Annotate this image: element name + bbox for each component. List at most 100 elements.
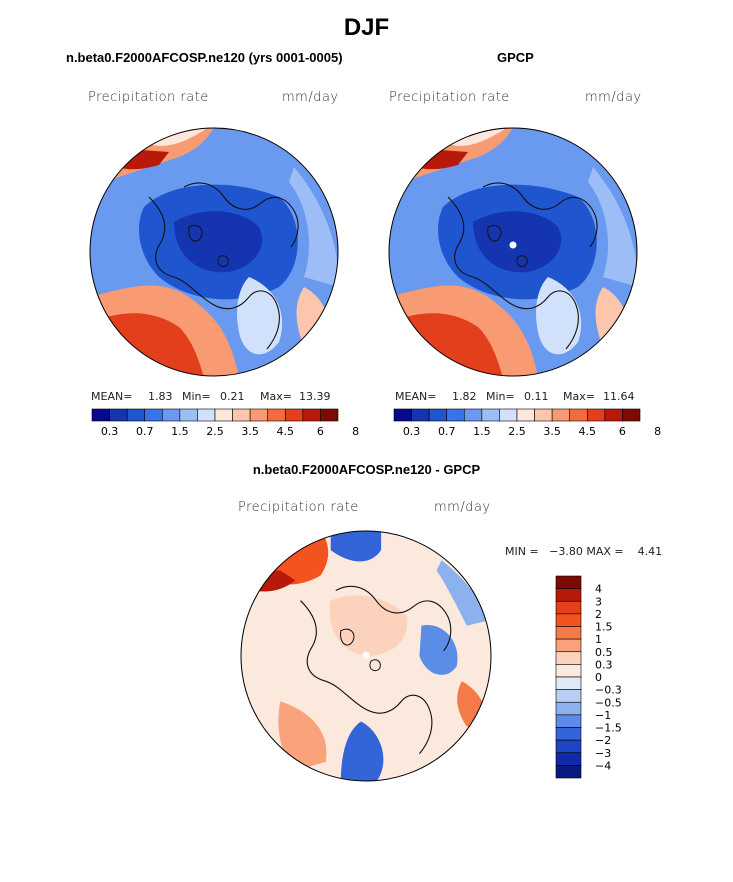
panel-2-max-value: 11.64 bbox=[603, 390, 635, 403]
panel-2-colorbar-box bbox=[428, 408, 448, 422]
north-pole-marker bbox=[509, 241, 517, 249]
panel-2-colorbar-box bbox=[499, 408, 518, 422]
panel-1-colorbar-box bbox=[302, 408, 321, 422]
panel-2-colorbar-tick-label: 4.5 bbox=[579, 425, 597, 438]
panel-1-colorbar-box bbox=[284, 408, 304, 422]
arctic-driest-region bbox=[473, 211, 562, 273]
scandinavia-light bbox=[536, 277, 582, 355]
panel-3-colorbar-box bbox=[555, 664, 582, 678]
panel-2-colorbar-tick-label: 6 bbox=[619, 425, 626, 438]
eurasia-moderate bbox=[588, 167, 637, 287]
scandinavia-light bbox=[237, 277, 283, 355]
coastline bbox=[300, 585, 452, 755]
panel-1-colorbar-tick-label: 4.5 bbox=[277, 425, 295, 438]
panel-1-colorbar-box bbox=[214, 408, 233, 422]
panel-2-colorbar: 0.3 0.7 1.5 2.5 3.5 4.5 6 8 bbox=[393, 408, 661, 438]
panel-1-min-label: Min= bbox=[182, 390, 211, 403]
panel-2-colorbar-box bbox=[481, 408, 500, 422]
panel-3-colorbar-box bbox=[555, 739, 582, 754]
island-outlines bbox=[188, 224, 229, 268]
panel-3-colorbar-box bbox=[555, 651, 582, 665]
panel-3-colorbar-tick-label: 0.3 bbox=[595, 658, 613, 671]
panel-1-colorbar-box bbox=[91, 408, 110, 422]
panel-3-colorbar-tick-label: 2 bbox=[595, 608, 602, 621]
panel-1-colorbar-tick-label: 6 bbox=[317, 425, 324, 438]
panel-2-colorbar-tick-label: 1.5 bbox=[473, 425, 491, 438]
panel-2-variable-label: Precipitation rate bbox=[389, 90, 510, 105]
panel-2-mean-value: 1.82 bbox=[452, 390, 477, 403]
panel-1-colorbar: 0.3 0.7 1.5 2.5 3.5 4.5 6 8 bbox=[91, 408, 359, 438]
panel-1-colorbar-tick-label: 8 bbox=[352, 425, 359, 438]
panel-3-units-label: mm/day bbox=[434, 500, 491, 515]
panel-1-variable-label: Precipitation rate bbox=[88, 90, 209, 105]
map-border bbox=[240, 530, 492, 782]
panel-1-colorbar-box bbox=[126, 408, 146, 422]
panel-3-polar-map bbox=[240, 530, 492, 782]
arctic-driest-region bbox=[174, 211, 263, 273]
panel-1-colorbar-box bbox=[109, 408, 128, 422]
map-border bbox=[388, 127, 638, 377]
panel-1-max-label: Max= bbox=[260, 390, 292, 403]
panel-3-colorbar-tick-label: −1.5 bbox=[595, 722, 622, 735]
eurasia-moderate bbox=[289, 167, 338, 287]
panel-2-colorbar-tick-label: 0.3 bbox=[403, 425, 421, 438]
panel-1-colorbar-box bbox=[232, 408, 251, 422]
panel-3-colorbar-box bbox=[555, 638, 582, 653]
panel-3-colorbar-box bbox=[555, 613, 582, 627]
coastline bbox=[148, 182, 299, 350]
panel-3-colorbar-box bbox=[555, 600, 582, 615]
panel-1-max-value: 13.39 bbox=[299, 390, 331, 403]
panel-2-colorbar-box bbox=[569, 408, 588, 422]
panel-3-colorbar-tick-label: −2 bbox=[595, 734, 611, 747]
panel-2-mean-label: MEAN= bbox=[395, 390, 437, 403]
panel-2-title: GPCP bbox=[497, 50, 534, 65]
panel-2-colorbar-box bbox=[622, 408, 641, 422]
panel-3-title: n.beta0.F2000AFCOSP.ne120 - GPCP bbox=[252, 462, 481, 477]
panel-1-colorbar-box bbox=[249, 408, 269, 422]
north-pole-marker bbox=[362, 651, 370, 659]
panel-1-colorbar-box bbox=[197, 408, 216, 422]
panel-1-colorbar-box bbox=[267, 408, 286, 422]
pacific-negative-bias bbox=[330, 531, 382, 562]
panel-2-colorbar-box bbox=[586, 408, 606, 422]
panel-3-colorbar-box bbox=[555, 676, 582, 690]
island-outlines bbox=[340, 628, 381, 672]
panel-3-colorbar-tick-label: −4 bbox=[595, 759, 611, 772]
panel-2-units-label: mm/day bbox=[585, 90, 642, 105]
panel-1-mean-label: MEAN= bbox=[91, 390, 133, 403]
panel-1-title: n.beta0.F2000AFCOSP.ne120 (yrs 0001-0005… bbox=[66, 50, 343, 65]
panel-3-colorbar-tick-label: −1 bbox=[595, 709, 611, 722]
panel-2-colorbar-box bbox=[393, 408, 412, 422]
panel-3-colorbar-box bbox=[555, 752, 582, 766]
panel-3-colorbar-box bbox=[555, 689, 582, 703]
atlantic-positive-bias bbox=[278, 701, 327, 772]
panel-3-colorbar-tick-label: 0.5 bbox=[595, 646, 613, 659]
panel-2-colorbar-box bbox=[411, 408, 430, 422]
panel-3-colorbar-box bbox=[555, 727, 582, 741]
panel-2-colorbar-box bbox=[551, 408, 571, 422]
panel-2-min-value: 0.11 bbox=[524, 390, 549, 403]
panel-1-colorbar-box bbox=[161, 408, 181, 422]
panel-1-colorbar-tick-label: 0.7 bbox=[136, 425, 154, 438]
panel-2-colorbar-box bbox=[534, 408, 553, 422]
panel-1-colorbar-tick-label: 3.5 bbox=[241, 425, 259, 438]
panel-3-colorbar-tick-label: 0 bbox=[595, 671, 602, 684]
eurasia-negative-bias bbox=[419, 624, 458, 675]
panel-1-colorbar-box bbox=[320, 408, 339, 422]
panel-3-colorbar-tick-label: 3 bbox=[595, 595, 602, 608]
panel-3-colorbar-box bbox=[555, 765, 582, 779]
panel-1-colorbar-box bbox=[179, 408, 198, 422]
panel-3-colorbar-box bbox=[555, 701, 582, 716]
panel-3-colorbar-box bbox=[555, 626, 582, 640]
panel-1-mean-value: 1.83 bbox=[148, 390, 173, 403]
panel-3-colorbar-tick-label: −3 bbox=[595, 747, 611, 760]
coastline bbox=[447, 182, 598, 350]
panel-3-colorbar-tick-label: −0.5 bbox=[595, 696, 622, 709]
panel-1-colorbar-tick-label: 0.3 bbox=[101, 425, 119, 438]
panel-3-colorbar-tick-label: 1 bbox=[595, 633, 602, 646]
panel-2-min-label: Min= bbox=[486, 390, 515, 403]
panel-1-units-label: mm/day bbox=[282, 90, 339, 105]
panel-2-colorbar-box bbox=[604, 408, 623, 422]
figure-title: DJF bbox=[343, 14, 390, 41]
panel-1-colorbar-tick-label: 1.5 bbox=[171, 425, 189, 438]
